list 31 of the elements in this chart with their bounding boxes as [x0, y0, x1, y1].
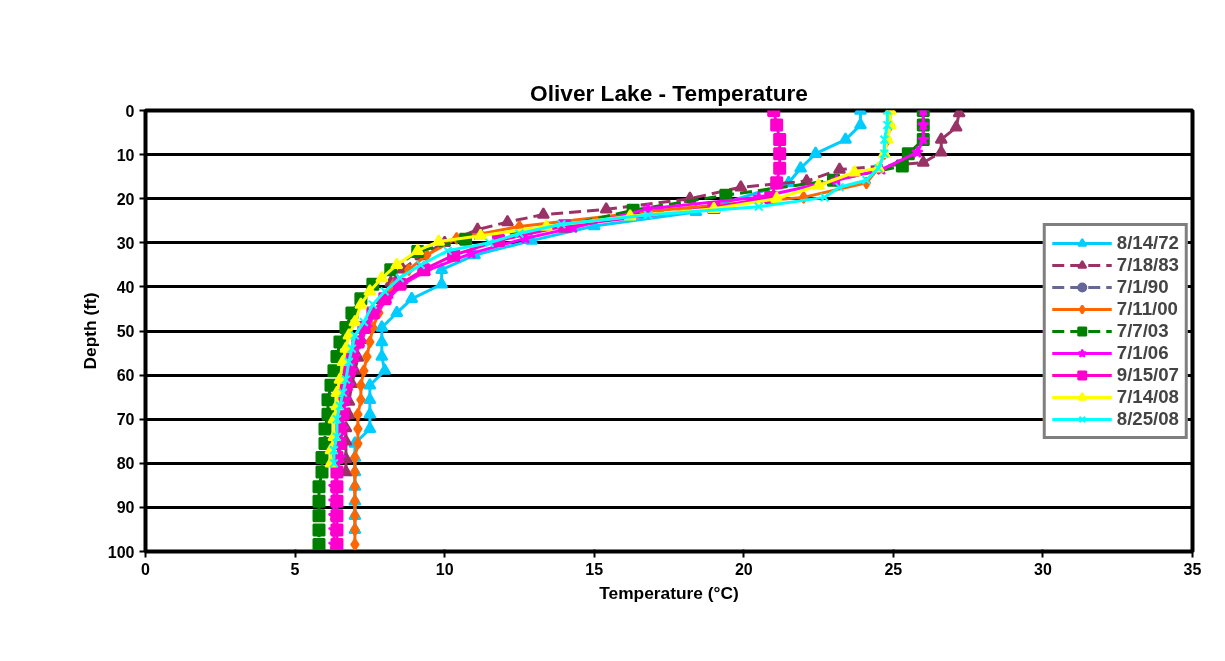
x-tick-label: 35: [1183, 560, 1202, 578]
x-tick-label: 25: [884, 560, 903, 578]
chart-title: Oliver Lake - Temperature: [530, 79, 808, 106]
legend-label: 7/14/08: [1116, 385, 1179, 408]
y-tick-label: 30: [116, 234, 135, 252]
legend-label: 7/1/06: [1116, 341, 1169, 364]
x-tick-label: 30: [1034, 560, 1052, 578]
legend-label: 7/11/00: [1116, 297, 1178, 320]
y-tick-label: 80: [116, 455, 135, 473]
y-tick-label: 90: [116, 499, 135, 517]
y-tick-label: 100: [107, 543, 135, 561]
y-tick-label: 0: [125, 102, 135, 120]
y-axis-title: Depth (ft): [79, 292, 100, 370]
x-tick-label: 5: [290, 560, 300, 578]
y-tick-label: 10: [116, 146, 135, 164]
legend-label: 9/15/07: [1116, 363, 1179, 386]
legend-label: 8/25/08: [1116, 407, 1179, 430]
legend-label: 7/1/90: [1116, 275, 1169, 298]
legend-label: 7/7/03: [1116, 319, 1169, 342]
y-tick-label: 40: [116, 278, 135, 296]
y-tick-label: 70: [116, 411, 135, 429]
x-tick-label: 15: [585, 560, 604, 578]
x-axis-title: Temperature (°C): [599, 582, 739, 603]
x-tick-label: 0: [141, 560, 151, 578]
legend-label: 8/14/72: [1116, 231, 1179, 254]
legend-label: 7/18/83: [1116, 253, 1179, 276]
x-tick-label: 10: [435, 560, 454, 578]
y-tick-label: 20: [116, 190, 135, 208]
y-tick-label: 60: [116, 367, 135, 385]
x-tick-label: 20: [734, 560, 753, 578]
y-tick-label: 50: [116, 323, 135, 340]
